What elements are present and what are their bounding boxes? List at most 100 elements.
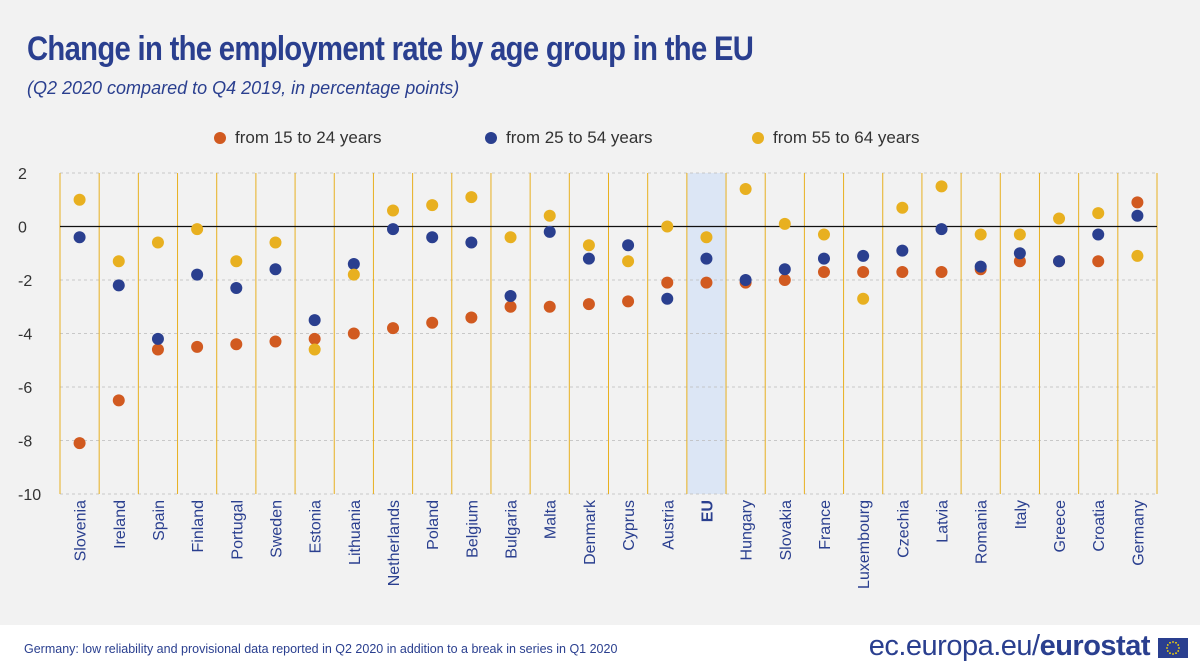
data-point-series-0 — [230, 338, 243, 351]
x-tick-label: Czechia — [895, 500, 912, 558]
data-point-series-0 — [112, 394, 125, 407]
flag-star — [1172, 641, 1174, 643]
x-tick-label: Latvia — [935, 500, 952, 543]
data-point-series-0 — [896, 265, 909, 278]
data-point-series-2 — [1013, 228, 1026, 241]
data-point-series-0 — [465, 311, 478, 324]
data-point-series-1 — [582, 252, 595, 265]
data-point-series-2 — [504, 231, 517, 244]
data-point-series-2 — [739, 183, 752, 196]
data-point-series-0 — [426, 316, 439, 329]
data-point-series-2 — [622, 255, 635, 268]
data-point-series-1 — [347, 257, 360, 270]
data-point-series-0 — [151, 343, 164, 356]
data-point-series-0 — [73, 437, 86, 450]
x-tick-label: Croatia — [1091, 500, 1108, 552]
chart-title: Change in the employment rate by age gro… — [27, 30, 754, 68]
data-point-series-1 — [857, 249, 870, 262]
x-tick-label: Italy — [1013, 500, 1030, 529]
data-point-series-1 — [935, 223, 948, 236]
data-point-series-1 — [387, 223, 400, 236]
data-point-series-0 — [543, 300, 556, 313]
x-tick-label: Greece — [1052, 500, 1069, 553]
x-tick-label: Austria — [660, 500, 677, 550]
data-point-series-0 — [857, 265, 870, 278]
x-tick-label: Slovakia — [778, 500, 795, 561]
x-tick-label: Germany — [1130, 500, 1147, 566]
x-tick-label: Denmark — [582, 499, 599, 565]
flag-star — [1166, 644, 1169, 646]
data-point-series-1 — [269, 263, 282, 276]
y-tick-label: 0 — [18, 220, 27, 237]
x-tick-label: Sweden — [268, 500, 285, 558]
data-point-series-1 — [817, 252, 830, 265]
data-point-series-2 — [387, 204, 400, 217]
chart-subtitle: (Q2 2020 compared to Q4 2019, in percent… — [27, 78, 460, 98]
data-point-series-1 — [230, 282, 243, 295]
data-point-series-2 — [230, 255, 243, 268]
data-point-series-2 — [1131, 249, 1144, 262]
y-tick-label: -6 — [18, 380, 32, 397]
data-point-series-0 — [387, 322, 400, 335]
data-point-series-1 — [896, 244, 909, 257]
data-point-series-2 — [661, 220, 674, 233]
x-tick-label: Bulgaria — [504, 500, 521, 559]
x-tick-label: Slovenia — [73, 500, 90, 561]
x-tick-label: Belgium — [464, 500, 481, 558]
data-point-series-1 — [661, 292, 674, 305]
y-tick-label: -8 — [18, 434, 32, 451]
x-tick-label: Lithuania — [347, 500, 364, 565]
data-point-series-1 — [622, 239, 635, 252]
eurostat-brand[interactable]: ec.europa.eu/eurostat — [868, 630, 1151, 663]
data-point-series-2 — [191, 223, 204, 236]
x-tick-label: Luxembourg — [856, 500, 873, 589]
flag-star — [1166, 647, 1168, 649]
flag-star — [1169, 641, 1171, 644]
data-point-series-1 — [1092, 228, 1105, 241]
legend-item-15-24: from 15 to 24 years — [214, 128, 381, 148]
x-tick-label: Finland — [190, 500, 207, 552]
data-point-series-0 — [504, 300, 517, 313]
brand-prefix: ec.europa.eu/ — [868, 630, 1040, 662]
legend-dot-55-64 — [752, 132, 764, 144]
data-point-series-2 — [700, 231, 713, 244]
x-tick-label: Poland — [425, 500, 442, 550]
data-point-series-0 — [1131, 196, 1144, 209]
flag-star — [1166, 650, 1169, 652]
legend-label-15-24: from 15 to 24 years — [235, 128, 382, 147]
data-point-series-1 — [1053, 255, 1066, 268]
legend-item-55-64: from 55 to 64 years — [752, 128, 919, 148]
footnote: Germany: low reliability and provisional… — [24, 642, 618, 656]
data-point-series-0 — [582, 298, 595, 311]
data-point-series-2 — [426, 199, 439, 212]
legend-item-25-54: from 25 to 54 years — [485, 128, 652, 148]
data-point-series-2 — [347, 268, 360, 281]
legend-label-25-54: from 25 to 54 years — [506, 128, 653, 147]
footer: Germany: low reliability and provisional… — [0, 625, 1200, 668]
data-point-series-0 — [269, 335, 282, 348]
data-point-series-0 — [778, 274, 791, 286]
data-point-series-2 — [308, 343, 321, 356]
data-point-series-2 — [543, 209, 556, 222]
legend-label-55-64: from 55 to 64 years — [773, 128, 920, 147]
data-point-series-0 — [308, 332, 321, 345]
data-point-series-2 — [1092, 207, 1105, 220]
data-point-series-1 — [504, 290, 517, 303]
flag-star — [1178, 647, 1180, 649]
data-point-series-2 — [896, 201, 909, 214]
data-point-series-1 — [112, 279, 125, 292]
data-point-series-1 — [739, 274, 752, 286]
data-point-series-2 — [269, 236, 282, 249]
data-point-series-0 — [1092, 255, 1105, 268]
data-point-series-1 — [308, 314, 321, 327]
chart-plot: 2 0 -2 -4 -6 -8 -10 Slovenia Ireland Spain Finland… — [18, 166, 1158, 589]
data-point-series-2 — [151, 236, 164, 249]
x-tick-label: Netherlands — [386, 500, 403, 586]
data-point-series-1 — [191, 268, 204, 281]
data-point-series-2 — [974, 228, 987, 241]
data-point-series-1 — [974, 260, 987, 273]
data-point-series-1 — [1013, 247, 1026, 260]
flag-star — [1177, 644, 1180, 646]
flag-star — [1175, 641, 1177, 644]
x-tick-label: Ireland — [112, 500, 129, 549]
